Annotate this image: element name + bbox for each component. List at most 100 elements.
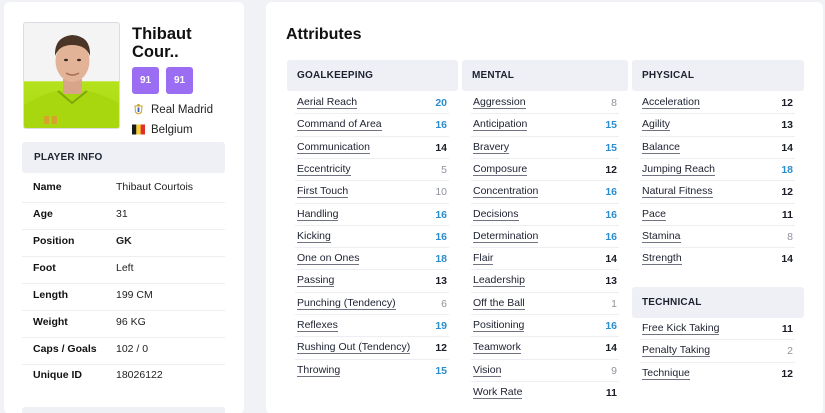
attribute-value: 8 [787,230,793,243]
attribute-value: 16 [435,230,447,243]
attributes-title: Attributes [286,26,362,43]
attribute-link[interactable]: Determination [473,229,539,243]
attribute-link[interactable]: Kicking [297,229,331,243]
divider [471,224,619,226]
attribute-value: 1 [611,297,617,310]
attribute-value: 18 [781,163,793,176]
divider [471,113,619,115]
divider [471,314,619,315]
divider [22,283,225,284]
attribute-link[interactable]: Work Rate [473,385,523,399]
mental-attribute-row: Aggression 8 [473,96,617,110]
divider [640,247,795,249]
physical-attribute-row: Balance 14 [642,141,793,155]
divider [471,157,619,159]
attribute-link[interactable]: Eccentricity [297,162,351,176]
player-info-header: PLAYER INFO [22,142,225,173]
attribute-link[interactable]: Teamwork [473,341,521,355]
goalkeeping-attribute-row: Communication 14 [297,141,447,155]
attribute-value: 15 [605,141,617,154]
attribute-link[interactable]: Decisions [473,207,519,221]
attribute-link[interactable]: Rushing Out (Tendency) [297,341,411,355]
attribute-link[interactable]: One on Ones [297,252,360,266]
attribute-link[interactable]: Agility [642,118,671,132]
info-value: 18026122 [116,369,163,381]
goalkeeping-attribute-row: Aerial Reach 20 [297,96,447,110]
info-label: Foot [33,262,56,274]
club-name: Real Madrid [151,103,213,116]
mental-attribute-row: Bravery 15 [473,141,617,155]
info-label: Caps / Goals [33,343,97,355]
info-label: Age [33,208,53,220]
rating-badge: 91 [132,67,159,94]
divider [295,224,449,226]
attribute-value: 13 [435,275,447,288]
divider [471,358,619,360]
attribute-link[interactable]: Positioning [473,319,525,332]
attribute-link[interactable]: Acceleration [642,96,700,109]
mental-attribute-row: Concentration 16 [473,185,617,199]
attribute-link[interactable]: Throwing [297,363,341,377]
mental-attribute-row: Work Rate 11 [473,386,617,400]
player-name: Thibaut Cour.. [132,25,240,61]
attribute-link[interactable]: Technique [642,366,690,380]
club-row[interactable]: Real Madrid [132,103,213,116]
attribute-link[interactable]: Flair [473,252,494,266]
attribute-link[interactable]: Aggression [473,96,526,109]
physical-attribute-row: Agility 13 [642,118,793,132]
attribute-link[interactable]: Pace [642,207,666,221]
attribute-link[interactable]: Aerial Reach [297,96,358,109]
divider [295,314,449,315]
divider [471,291,619,293]
attribute-value: 12 [781,367,793,380]
belgium-flag-icon [132,123,145,136]
attribute-value: 11 [605,386,617,399]
attribute-link[interactable]: Handling [297,207,339,221]
attribute-link[interactable]: Vision [473,363,502,377]
attribute-link[interactable]: Stamina [642,229,681,243]
nation-row[interactable]: Belgium [132,123,193,136]
attribute-link[interactable]: Penalty Taking [642,344,711,358]
goalkeeping-attribute-row: Eccentricity 5 [297,163,447,177]
info-label: Weight [33,316,68,328]
divider [22,256,225,257]
attribute-link[interactable]: Balance [642,140,680,154]
divider [471,336,619,338]
attribute-link[interactable]: Natural Fitness [642,185,713,199]
attribute-value: 12 [605,163,617,176]
attribute-link[interactable]: Anticipation [473,118,528,132]
attribute-value: 18 [435,253,447,266]
attribute-link[interactable]: Command of Area [297,118,382,132]
attribute-value: 16 [435,208,447,221]
attributes-card: Attributes GOALKEEPING MENTAL PHYSICAL T… [266,2,823,413]
attribute-link[interactable]: Jumping Reach [642,162,715,176]
info-value: 199 CM [116,289,153,301]
attribute-link[interactable]: Leadership [473,274,525,288]
attribute-link[interactable]: Concentration [473,185,539,199]
physical-header: PHYSICAL [632,60,804,91]
next-section-header [22,407,225,413]
attribute-link[interactable]: Bravery [473,140,510,154]
attribute-link[interactable]: Passing [297,274,335,288]
player-card: Thibaut Cour.. 91 91 Real Madrid Belgium… [4,2,244,413]
attribute-link[interactable]: Reflexes [297,319,338,332]
attribute-value: 16 [605,208,617,221]
physical-attribute-row: Stamina 8 [642,230,793,244]
attribute-link[interactable]: Communication [297,140,370,154]
attribute-value: 10 [435,186,447,199]
attribute-link[interactable]: Off the Ball [473,296,525,310]
attribute-link[interactable]: Punching (Tendency) [297,296,396,310]
attribute-link[interactable]: Composure [473,162,528,176]
attribute-value: 5 [441,163,447,176]
divider [471,135,619,137]
attribute-link[interactable]: Free Kick Taking [642,322,720,335]
attribute-link[interactable]: First Touch [297,185,349,199]
divider [640,224,795,226]
attribute-value: 9 [611,364,617,377]
divider [295,180,449,182]
info-value: GK [116,235,132,247]
divider [22,310,225,311]
attribute-value: 13 [605,275,617,288]
attribute-link[interactable]: Strength [642,252,682,266]
info-label: Name [33,181,62,193]
